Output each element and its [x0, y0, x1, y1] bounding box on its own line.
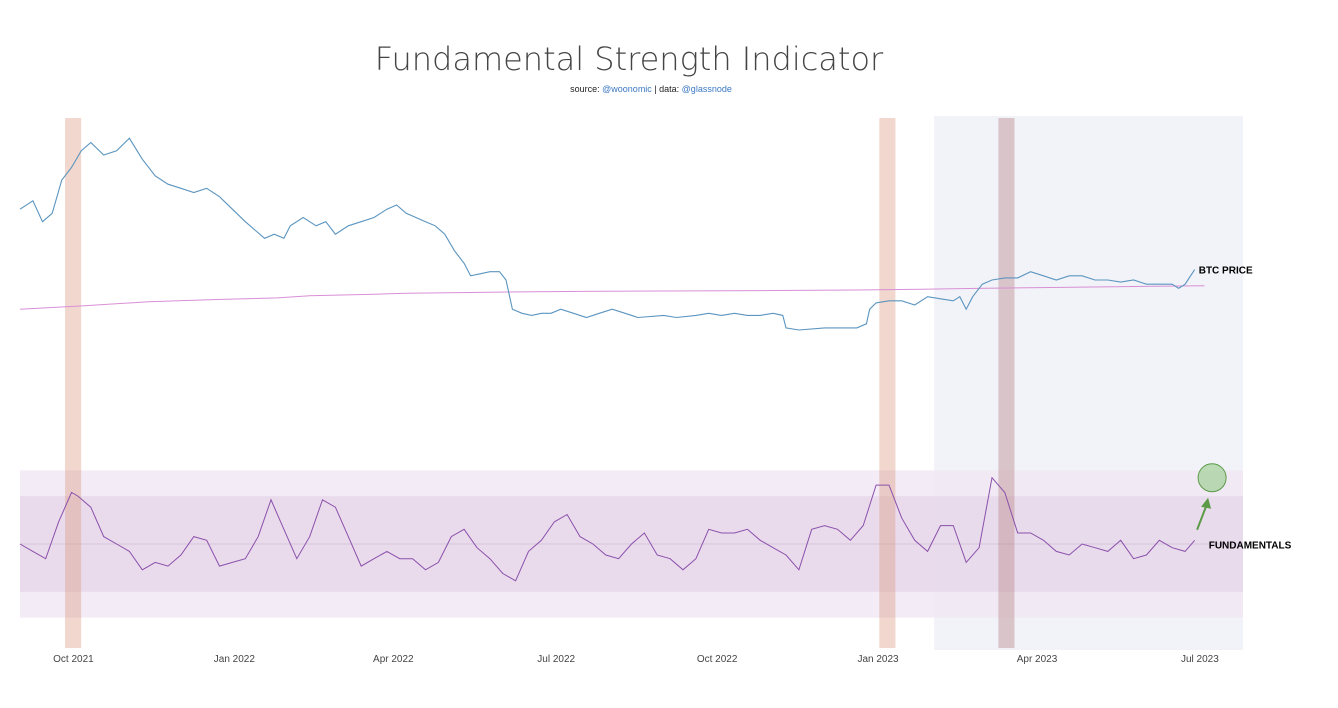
subtitle-source-prefix: source:	[570, 84, 603, 94]
source-link[interactable]: @woonomic	[602, 84, 652, 94]
x-tick-label: Oct 2022	[697, 654, 738, 665]
btc-price-line	[19, 137, 1196, 331]
btc-price-label: BTC PRICE	[1199, 266, 1253, 277]
x-tick-label: Jan 2022	[214, 654, 256, 665]
top-signal-jan-2023	[879, 118, 896, 648]
x-axis: Oct 2021 Jan 2022 Apr 2022 Jul 2022 Oct 2022…	[53, 654, 1219, 665]
x-tick-label: Jan 2023	[857, 654, 899, 665]
highlight-bars	[65, 118, 1015, 648]
data-link[interactable]: @glassnode	[681, 84, 732, 94]
chart-title: Fundamental Strength Indicator	[374, 40, 884, 78]
top-signal-mar-2023	[998, 118, 1015, 648]
realized-price-line	[19, 285, 1205, 310]
signal-arrow	[1196, 503, 1209, 531]
top-signal-oct-2021	[65, 118, 82, 648]
x-tick-label: Apr 2022	[373, 654, 414, 665]
chart-subtitle: source: @woonomic | data: @glassnode	[0, 84, 1302, 94]
x-tick-label: Jul 2022	[537, 654, 575, 665]
x-tick-label: Apr 2023	[1017, 654, 1058, 665]
signal-arrow-head-icon	[1201, 497, 1212, 509]
fundamentals-label: FUNDAMENTALS	[1209, 540, 1292, 551]
signal-circle-marker	[1197, 463, 1227, 493]
x-tick-label: Oct 2021	[53, 654, 94, 665]
x-tick-label: Jul 2023	[1181, 654, 1219, 665]
subtitle-separator: | data:	[651, 84, 682, 94]
fundamentals-line	[19, 476, 1196, 582]
